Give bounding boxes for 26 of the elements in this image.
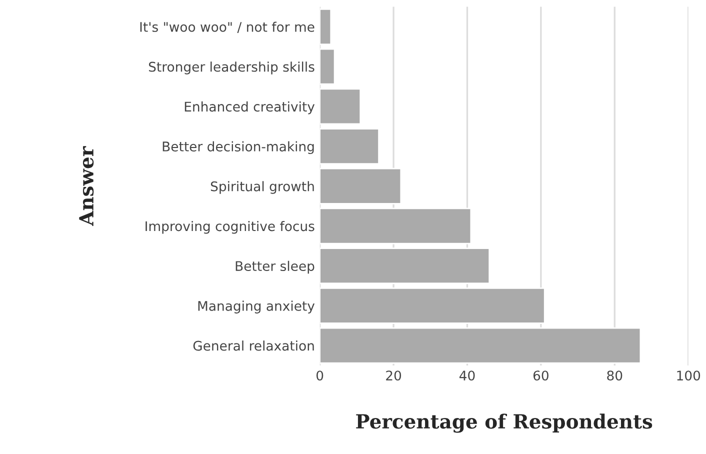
bar — [320, 248, 490, 284]
y-tick-label: Improving cognitive focus — [146, 220, 314, 234]
bar — [320, 327, 642, 364]
bar — [320, 8, 332, 45]
y-tick-label: It's "woo woo" / not for me — [140, 22, 314, 33]
y-tick-label: General relaxation — [193, 340, 314, 351]
x-tick-label: 80 — [607, 370, 622, 381]
x-tick-label: 60 — [533, 370, 548, 381]
bar — [320, 128, 380, 165]
y-tick-label: Enhanced creativity — [184, 101, 315, 114]
x-tick-label: 100 — [677, 370, 700, 381]
bar — [320, 168, 402, 204]
y-tick-label: Managing anxiety — [198, 300, 315, 314]
bar — [320, 287, 546, 324]
y-tick-label: Better decision-making — [162, 141, 314, 154]
bar — [320, 48, 336, 85]
y-tick-label: Better sleep — [236, 260, 314, 274]
y-axis-title: Answer — [79, 146, 94, 226]
x-tick-label: 20 — [386, 370, 402, 381]
y-tick-label: Spiritual growth — [210, 181, 314, 194]
x-axis-title: Percentage of Respondents — [356, 414, 652, 433]
bar — [320, 88, 362, 125]
bar — [320, 208, 472, 244]
y-tick-label: Stronger leadership skills — [148, 62, 314, 74]
x-tick-label: 0 — [316, 370, 324, 381]
x-tick-label: 40 — [459, 370, 475, 381]
